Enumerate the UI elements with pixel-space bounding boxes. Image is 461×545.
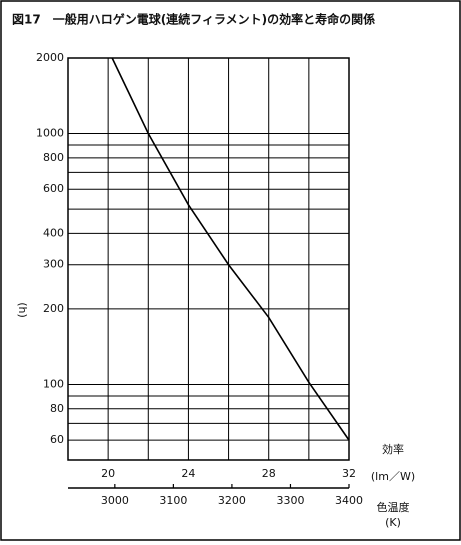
plot-area — [67, 57, 350, 461]
y-tick-label: 400 — [43, 226, 64, 239]
x-tick-label: 28 — [262, 467, 276, 480]
y-tick-label: 60 — [50, 433, 64, 446]
y-tick-label: 200 — [43, 302, 64, 315]
x2-tick-label: 3200 — [218, 494, 246, 507]
x2-tick-label: 3300 — [276, 494, 304, 507]
y-tick-label: 2000 — [36, 51, 64, 64]
y-label: (h) — [16, 302, 29, 318]
x2-label: 色温度 — [377, 500, 410, 514]
y-tick-label: 800 — [43, 151, 64, 164]
x2-tick-label: 3100 — [159, 494, 187, 507]
x2-tick-label: 3400 — [335, 494, 363, 507]
chart-title: 図17 一般用ハロゲン電球(連続フィラメント)の効率と寿命の関係 — [12, 12, 375, 27]
y-tick-label: 600 — [43, 182, 64, 195]
y-tick-label: 1000 — [36, 127, 64, 140]
x-tick-label: 24 — [181, 467, 195, 480]
y-tick-label: 100 — [43, 377, 64, 390]
x-tick-label: 32 — [342, 467, 356, 480]
x-label: 効率 — [382, 442, 404, 456]
x-unit: (lm／W) — [371, 470, 415, 483]
x2-tick-label: 3000 — [101, 494, 129, 507]
y-tick-label: 300 — [43, 258, 64, 271]
line-series — [111, 57, 350, 441]
x2-unit: (K) — [385, 516, 401, 529]
y-tick-label: 80 — [50, 402, 64, 415]
x-tick-label: 20 — [101, 467, 115, 480]
